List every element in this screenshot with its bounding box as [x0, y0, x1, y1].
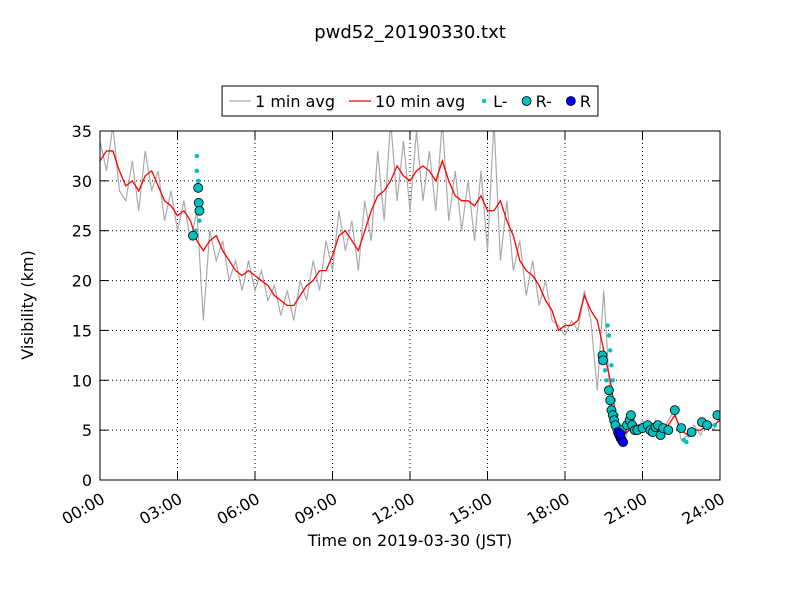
y-tick-label: 0: [82, 471, 92, 490]
y-tick-label: 5: [82, 421, 92, 440]
point: [604, 378, 609, 383]
legend-box: [221, 85, 599, 117]
chart-title: pwd52_20190330.txt: [314, 22, 506, 43]
point: [195, 178, 201, 184]
point: [602, 368, 608, 373]
point: [702, 420, 712, 431]
point: [605, 323, 610, 328]
point: [604, 385, 614, 396]
legend-item: 1 min avg: [229, 92, 335, 111]
plot-area: [100, 131, 720, 448]
legend-label: L-: [493, 92, 507, 111]
legend-swatch: [521, 96, 532, 106]
legend: 1 min avg 10 min avg L- R- R: [221, 85, 599, 117]
legend-item: 10 min avg: [349, 92, 465, 111]
point: [605, 395, 616, 406]
point: [615, 429, 626, 440]
y-axis-label: Visibility (km): [18, 250, 37, 359]
y-tick-label: 35: [72, 122, 92, 141]
legend-label: 10 min avg: [375, 92, 465, 111]
point: [712, 410, 720, 421]
point: [194, 168, 200, 174]
point: [663, 425, 674, 436]
point: [669, 405, 680, 416]
point: [598, 355, 608, 366]
legend-swatch: [481, 98, 487, 104]
point: [625, 410, 636, 421]
point: [194, 205, 205, 216]
legend-item: R-: [521, 92, 552, 111]
y-tick-label: 25: [72, 222, 92, 241]
legend-label: R: [580, 92, 591, 111]
point: [686, 427, 697, 438]
legend-label: 1 min avg: [255, 92, 335, 111]
point: [712, 422, 718, 428]
y-tick-label: 15: [72, 321, 92, 340]
point: [606, 333, 612, 338]
point: [609, 363, 614, 368]
point: [608, 348, 613, 353]
point: [188, 230, 198, 241]
point: [676, 423, 687, 434]
point: [194, 153, 200, 159]
legend-item: R: [565, 92, 591, 111]
point: [193, 182, 204, 193]
legend-item: L-: [481, 92, 508, 111]
y-tick-label: 20: [72, 272, 92, 291]
point: [197, 218, 202, 223]
x-axis-label: Time on 2019-03-30 (JST): [307, 531, 512, 550]
legend-swatch: [565, 96, 576, 106]
legend-label: R-: [536, 92, 552, 111]
point: [684, 439, 689, 445]
y-tick-label: 10: [72, 371, 92, 390]
y-tick-label: 30: [72, 172, 92, 191]
point: [610, 378, 615, 383]
